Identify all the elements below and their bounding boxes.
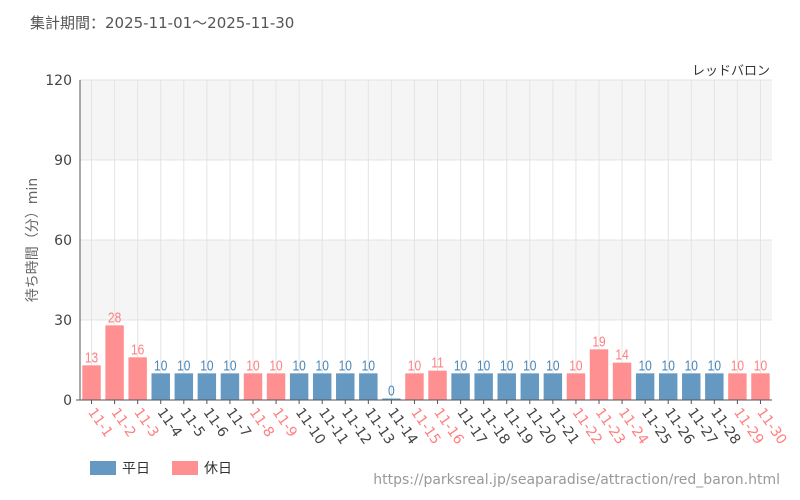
legend-label: 休日 bbox=[204, 461, 232, 477]
data-label: 16 bbox=[131, 341, 144, 358]
x-tick-label: 11-6 bbox=[200, 405, 231, 440]
data-label: 10 bbox=[662, 357, 676, 374]
x-tick-label: 11-1 bbox=[84, 405, 115, 440]
data-label: 10 bbox=[292, 357, 306, 374]
x-tick-label: 11-3 bbox=[130, 405, 161, 440]
data-label: 14 bbox=[615, 346, 629, 363]
bar bbox=[658, 373, 678, 400]
bar bbox=[451, 373, 470, 400]
bar bbox=[382, 398, 401, 400]
data-label: 10 bbox=[708, 357, 722, 374]
data-label: 10 bbox=[731, 357, 745, 374]
legend-label: 平日 bbox=[122, 461, 150, 477]
legend-item-weekday[interactable]: 平日 bbox=[90, 458, 150, 478]
bar bbox=[359, 373, 378, 400]
bar bbox=[128, 357, 147, 400]
y-tick-label: 120 bbox=[45, 73, 72, 89]
bar bbox=[543, 373, 563, 400]
bar bbox=[566, 373, 586, 400]
bar bbox=[105, 325, 124, 400]
data-label: 10 bbox=[754, 357, 768, 374]
bar bbox=[705, 373, 724, 400]
bar bbox=[151, 373, 170, 400]
data-label: 10 bbox=[569, 357, 583, 374]
bar bbox=[289, 373, 309, 400]
data-label: 10 bbox=[154, 357, 168, 374]
data-label: 10 bbox=[523, 357, 537, 374]
bar bbox=[336, 373, 355, 400]
data-label: 28 bbox=[108, 309, 121, 326]
grid-band bbox=[80, 240, 772, 320]
y-tick-label: 60 bbox=[54, 233, 72, 249]
bar bbox=[82, 365, 101, 400]
bar bbox=[243, 373, 263, 400]
x-tick-label: 11-9 bbox=[269, 405, 300, 440]
bar bbox=[728, 373, 747, 400]
data-label: 10 bbox=[339, 357, 353, 374]
data-label: 10 bbox=[408, 357, 422, 374]
data-label: 19 bbox=[592, 333, 605, 350]
data-label: 10 bbox=[546, 357, 560, 374]
attraction-name: レッドバロン bbox=[691, 64, 770, 79]
y-tick-label: 30 bbox=[54, 313, 72, 329]
bar bbox=[174, 373, 194, 400]
bar bbox=[682, 373, 701, 400]
y-tick-label: 0 bbox=[63, 393, 72, 409]
data-label: 10 bbox=[454, 357, 468, 374]
grid-band bbox=[80, 80, 772, 160]
legend-swatch bbox=[90, 461, 116, 475]
bar bbox=[266, 373, 286, 400]
data-label: 10 bbox=[362, 357, 376, 374]
data-label: 11 bbox=[431, 354, 443, 371]
data-label: 10 bbox=[638, 357, 652, 374]
legend-item-holiday[interactable]: 休日 bbox=[172, 458, 232, 478]
data-label: 0 bbox=[388, 382, 395, 399]
legend-swatch bbox=[172, 461, 198, 475]
data-label: 10 bbox=[200, 357, 214, 374]
data-label: 10 bbox=[269, 357, 283, 374]
data-label: 10 bbox=[223, 357, 237, 374]
data-label: 10 bbox=[177, 357, 191, 374]
source-url: https://parksreal.jp/seaparadise/attract… bbox=[373, 472, 780, 488]
bar bbox=[474, 373, 493, 400]
x-tick-label: 11-2 bbox=[107, 405, 138, 440]
data-label: 10 bbox=[246, 357, 260, 374]
bar bbox=[197, 373, 217, 400]
x-tick-label: 11-7 bbox=[223, 405, 254, 440]
x-tick-label: 11-8 bbox=[246, 405, 277, 440]
bar bbox=[497, 373, 516, 400]
bar bbox=[612, 362, 632, 400]
period-label: 集計期間：2025-11-01～2025-11-30 bbox=[30, 14, 295, 32]
legend: 平日 休日 bbox=[90, 458, 232, 478]
bar bbox=[312, 373, 332, 400]
bar bbox=[520, 373, 540, 400]
data-label: 10 bbox=[685, 357, 699, 374]
bar bbox=[751, 373, 770, 400]
bar bbox=[635, 373, 655, 400]
data-label: 13 bbox=[85, 349, 98, 366]
data-label: 10 bbox=[477, 357, 491, 374]
bar bbox=[405, 373, 424, 400]
bar bbox=[220, 373, 240, 400]
x-tick-label: 11-5 bbox=[177, 405, 208, 440]
data-label: 10 bbox=[500, 357, 514, 374]
x-tick-label: 11-4 bbox=[153, 405, 184, 440]
y-tick-label: 90 bbox=[54, 153, 72, 169]
bar bbox=[428, 370, 447, 400]
data-label: 10 bbox=[316, 357, 330, 374]
bar bbox=[589, 349, 609, 400]
